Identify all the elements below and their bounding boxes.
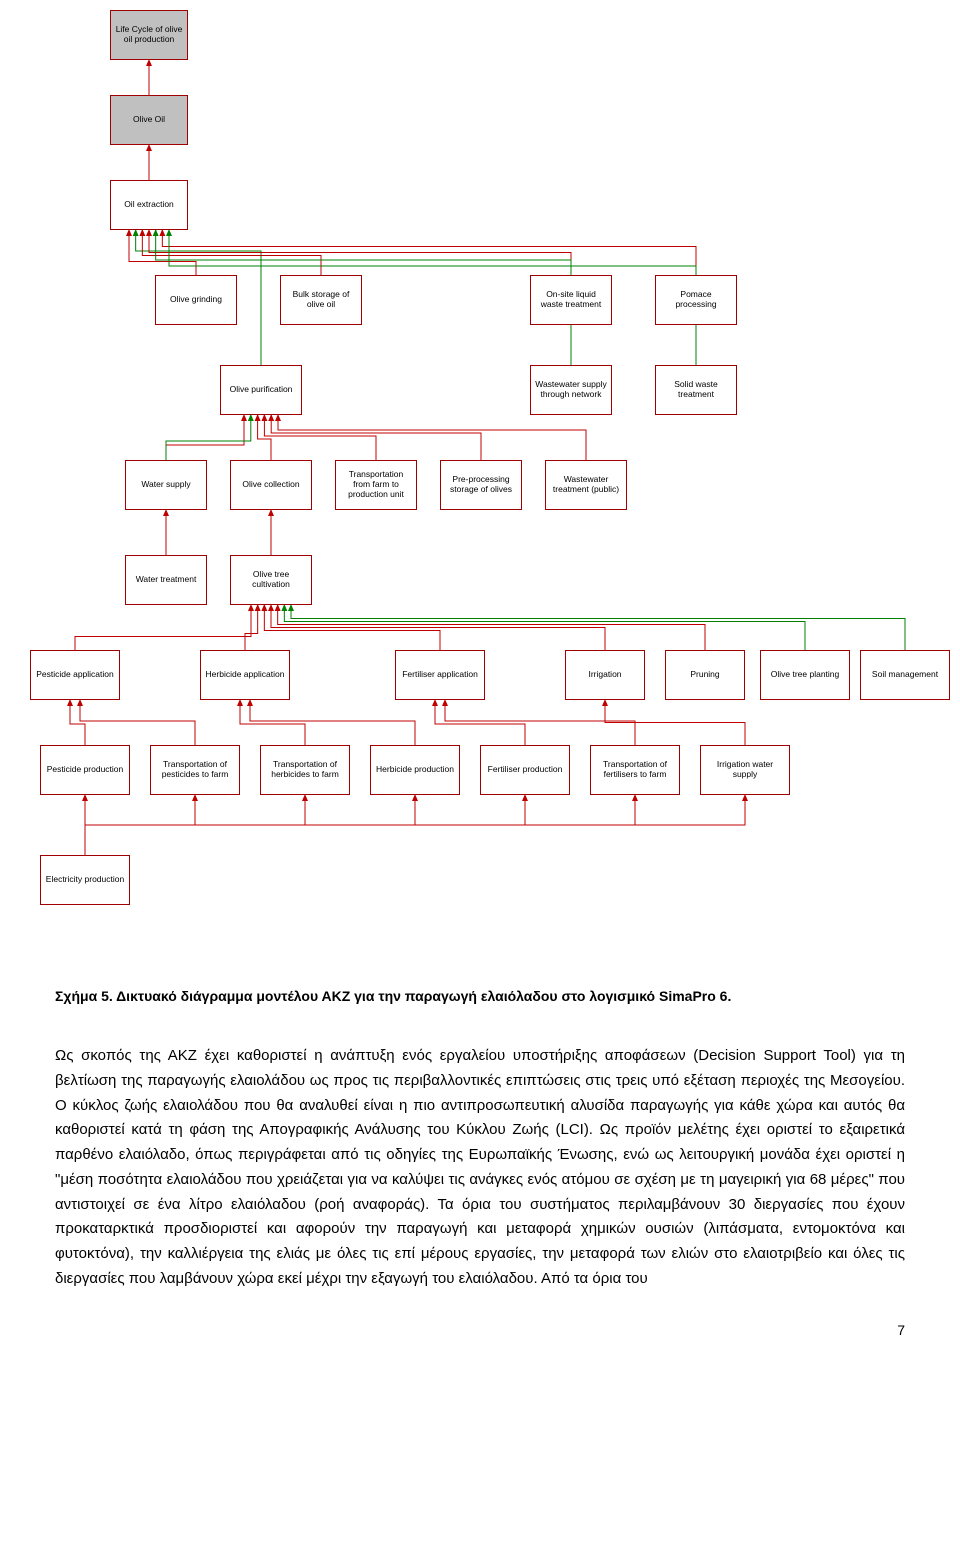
node-purif: Olive purification: [220, 365, 302, 415]
node-solid: Solid waste treatment: [655, 365, 737, 415]
edge-grind-oilext: [129, 230, 196, 275]
node-fertapp: Fertiliser application: [395, 650, 485, 700]
flowchart-diagram: Life Cycle of olive oil production Olive …: [0, 0, 960, 960]
node-pestprod: Pesticide production: [40, 745, 130, 795]
edge-elec-herbprod: [85, 795, 415, 855]
node-bulk: Bulk storage of olive oil: [280, 275, 362, 325]
node-oilext: Oil extraction: [110, 180, 188, 230]
figure-caption: Σχήμα 5. Δικτυακό διάγραμμα μοντέλου ΑΚΖ…: [55, 988, 905, 1004]
edge-elec-transpest: [85, 795, 195, 855]
node-watertreat: Water treatment: [125, 555, 207, 605]
edge-plant-olivetree: [284, 605, 805, 650]
edge-fertapp-olivetree: [264, 605, 440, 650]
edge-transfert-fertapp: [445, 700, 635, 745]
node-wwpublic: Wastewater treatment (public): [545, 460, 627, 510]
node-lifecycle: Life Cycle of olive oil production: [110, 10, 188, 60]
edge-collect-purif: [258, 415, 271, 460]
edge-transfarm-purif: [264, 415, 376, 460]
edge-elec-transherb: [85, 795, 305, 855]
node-grind: Olive grinding: [155, 275, 237, 325]
node-oliveoil: Olive Oil: [110, 95, 188, 145]
node-prune: Pruning: [665, 650, 745, 700]
node-soil: Soil management: [860, 650, 950, 700]
edge-onsite-oilext: [149, 230, 571, 275]
node-pestapp: Pesticide application: [30, 650, 120, 700]
node-watersup: Water supply: [125, 460, 207, 510]
edge-watersup-purif: [166, 415, 244, 460]
edge-pomace-oilext: [162, 230, 696, 275]
node-herbprod: Herbicide production: [370, 745, 460, 795]
node-plant: Olive tree planting: [760, 650, 850, 700]
edge-wwpublic-purif: [278, 415, 586, 460]
node-collect: Olive collection: [230, 460, 312, 510]
node-pomace: Pomace processing: [655, 275, 737, 325]
node-transpest: Transportation of pesticides to farm: [150, 745, 240, 795]
edge-soil-olivetree: [291, 605, 905, 650]
edge-herbprod-herbapp: [250, 700, 415, 745]
edge-elec-irrigwater: [85, 795, 745, 855]
body-paragraph: Ως σκοπός της ΑΚΖ έχει καθοριστεί η ανάπ…: [55, 1044, 905, 1292]
edge-pestapp-olivetree: [75, 605, 251, 650]
node-transfert: Transportation of fertilisers to farm: [590, 745, 680, 795]
edge-transpest-pestapp: [80, 700, 195, 745]
page-number: 7: [0, 1322, 960, 1358]
edge-preproc-purif: [271, 415, 481, 460]
node-onsite: On-site liquid waste treatment: [530, 275, 612, 325]
edge-irrigwater-irrig: [605, 700, 745, 745]
node-olivetree: Olive tree cultivation: [230, 555, 312, 605]
edge-irrig-olivetree: [271, 605, 605, 650]
node-herbapp: Herbicide application: [200, 650, 290, 700]
edge-transherb-herbapp: [240, 700, 305, 745]
edge-fertprod-fertapp: [435, 700, 525, 745]
edge-herbapp-olivetree: [245, 605, 258, 650]
edge-solid-oilext: [169, 230, 696, 365]
edge-elec-fertprod: [85, 795, 525, 855]
edge-pestprod-pestapp: [70, 700, 85, 745]
edge-prune-olivetree: [278, 605, 705, 650]
node-transherb: Transportation of herbicides to farm: [260, 745, 350, 795]
node-irrig: Irrigation: [565, 650, 645, 700]
text-block: Σχήμα 5. Δικτυακό διάγραμμα μοντέλου ΑΚΖ…: [0, 988, 960, 1322]
node-fertprod: Fertiliser production: [480, 745, 570, 795]
node-elec: Electricity production: [40, 855, 130, 905]
node-wwsupply: Wastewater supply through network: [530, 365, 612, 415]
node-irrigwater: Irrigation water supply: [700, 745, 790, 795]
edge-elec-transfert: [85, 795, 635, 855]
node-preproc: Pre-processing storage of olives: [440, 460, 522, 510]
node-transfarm: Transportation from farm to production u…: [335, 460, 417, 510]
edge-bulk-oilext: [142, 230, 321, 275]
